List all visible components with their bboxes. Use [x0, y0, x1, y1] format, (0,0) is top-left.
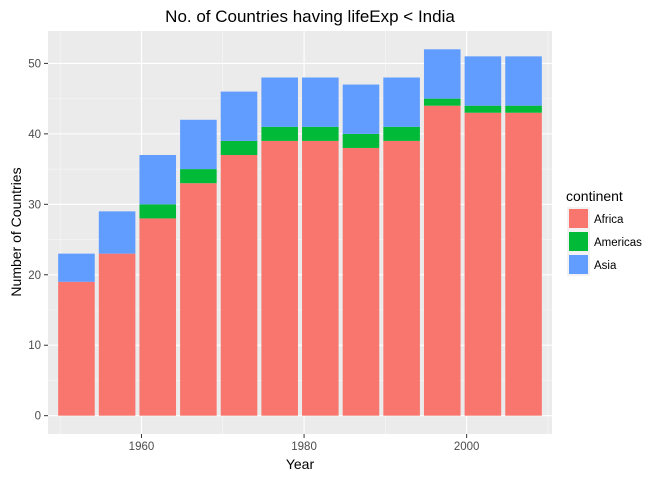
legend-swatch-asia — [569, 255, 588, 274]
bar-africa-1957 — [98, 253, 136, 416]
bar-africa-1997 — [423, 105, 461, 416]
bar-americas-1982 — [302, 126, 339, 141]
bar-americas-1987 — [342, 133, 380, 148]
bar-americas-1972 — [220, 140, 258, 155]
y-axis-title: Number of Countries — [8, 167, 24, 296]
bar-asia-1957 — [98, 211, 136, 254]
bar-americas-2007 — [505, 105, 542, 113]
y-tick-label: 20 — [28, 270, 41, 282]
y-tick-label: 30 — [28, 199, 41, 211]
legend-title: continent — [566, 188, 623, 204]
bar-africa-1992 — [383, 140, 420, 416]
bar-africa-1962 — [139, 218, 177, 416]
bar-americas-1992 — [383, 126, 420, 141]
bar-asia-1997 — [423, 49, 461, 99]
bar-africa-2002 — [464, 112, 502, 416]
bar-africa-1977 — [261, 140, 298, 416]
bars-layer — [58, 49, 542, 416]
x-tick-label: 1960 — [129, 441, 155, 453]
bar-americas-1997 — [423, 98, 461, 106]
bar-africa-1967 — [180, 183, 217, 416]
bar-americas-1967 — [180, 169, 217, 184]
bar-asia-1967 — [180, 119, 217, 170]
bar-asia-1962 — [139, 155, 177, 205]
bar-asia-1972 — [220, 91, 258, 141]
legend-label-americas: Americas — [594, 237, 642, 249]
x-axis-title: Year — [286, 456, 315, 472]
bar-americas-2002 — [464, 105, 502, 113]
bar-africa-1952 — [58, 281, 95, 416]
bar-asia-1982 — [302, 77, 339, 127]
bar-asia-1992 — [383, 77, 420, 127]
chart-title: No. of Countries having lifeExp < India — [165, 7, 455, 26]
bar-africa-1987 — [342, 147, 380, 416]
legend-label-africa: Africa — [594, 214, 624, 226]
x-axis: 1960 1980 2000 — [129, 434, 480, 453]
bar-asia-2002 — [464, 56, 502, 106]
y-tick-label: 0 — [35, 411, 41, 423]
y-tick-label: 40 — [28, 129, 41, 141]
x-tick-label: 1980 — [291, 441, 317, 453]
bar-americas-1977 — [261, 126, 298, 141]
y-tick-label: 50 — [28, 58, 41, 70]
y-axis: 0 10 20 30 40 50 — [28, 58, 48, 423]
bar-africa-1982 — [302, 140, 339, 416]
legend-swatch-africa — [569, 209, 588, 228]
y-tick-label: 10 — [28, 340, 41, 352]
x-tick-label: 2000 — [454, 441, 480, 453]
bar-africa-1972 — [220, 155, 258, 416]
bar-asia-1952 — [58, 253, 95, 282]
bar-asia-1987 — [342, 84, 380, 134]
bar-americas-1962 — [139, 204, 177, 219]
bar-asia-2007 — [505, 56, 542, 106]
bar-africa-2007 — [505, 112, 542, 416]
legend-label-asia: Asia — [594, 260, 617, 272]
legend: continent Africa Americas Asia — [566, 188, 642, 276]
legend-swatch-americas — [569, 232, 588, 251]
bar-asia-1977 — [261, 77, 298, 127]
